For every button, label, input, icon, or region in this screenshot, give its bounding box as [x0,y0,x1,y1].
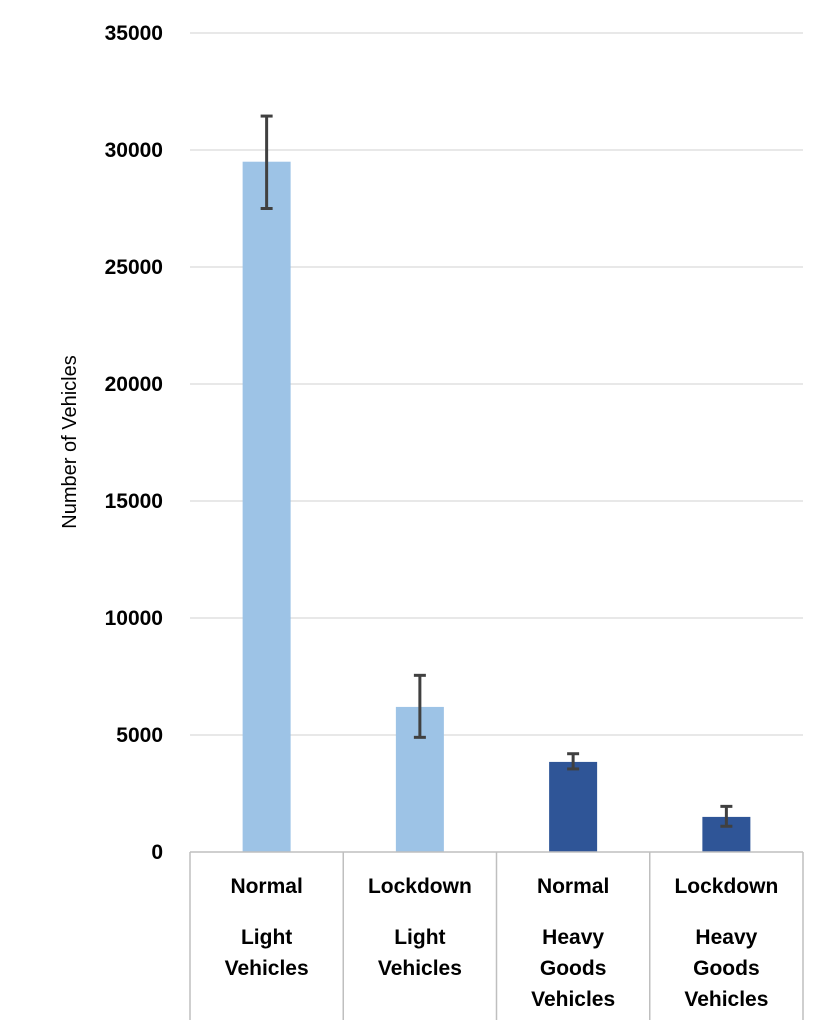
error-bar-1 [260,114,273,210]
error-bar-4 [720,804,733,828]
x-category-label: Vehicles [378,957,462,980]
x-category-label: Normal [230,875,302,898]
bars [242,161,751,852]
error-bars [260,114,733,828]
y-tick-label: 5000 [116,724,163,747]
x-category-label: Light [394,926,445,949]
x-axis: Normal Light Vehicles Lockdown Light Vehicles… [189,851,804,1020]
x-category-label: Vehicles [225,957,309,980]
y-tick-label: 20000 [105,373,163,396]
x-category-label: Goods [693,957,760,980]
x-category-label: Lockdown [368,875,472,898]
y-axis-ticks: 0 5000 10000 15000 20000 25000 30000 35000 [105,22,163,864]
error-bar-2 [413,673,426,739]
error-bar-3 [567,752,580,771]
y-axis-title: Number of Vehicles [59,355,81,528]
x-category-label: Heavy [542,926,604,949]
x-category-label: Heavy [695,926,757,949]
y-tick-label: 15000 [105,490,163,513]
x-category-label: Lockdown [674,875,778,898]
y-tick-label: 30000 [105,139,163,162]
bar-1 [242,161,291,852]
x-category-label: Normal [537,875,609,898]
y-tick-label: 0 [151,841,163,864]
x-category-label: Goods [540,957,607,980]
x-category-label: Vehicles [531,988,615,1011]
y-tick-label: 10000 [105,607,163,630]
y-tick-label: 25000 [105,256,163,279]
x-category-label: Light [241,926,292,949]
x-category-label: Vehicles [684,988,768,1011]
bar-3 [549,761,598,852]
y-tick-label: 35000 [105,22,163,45]
gridlines [190,32,803,736]
